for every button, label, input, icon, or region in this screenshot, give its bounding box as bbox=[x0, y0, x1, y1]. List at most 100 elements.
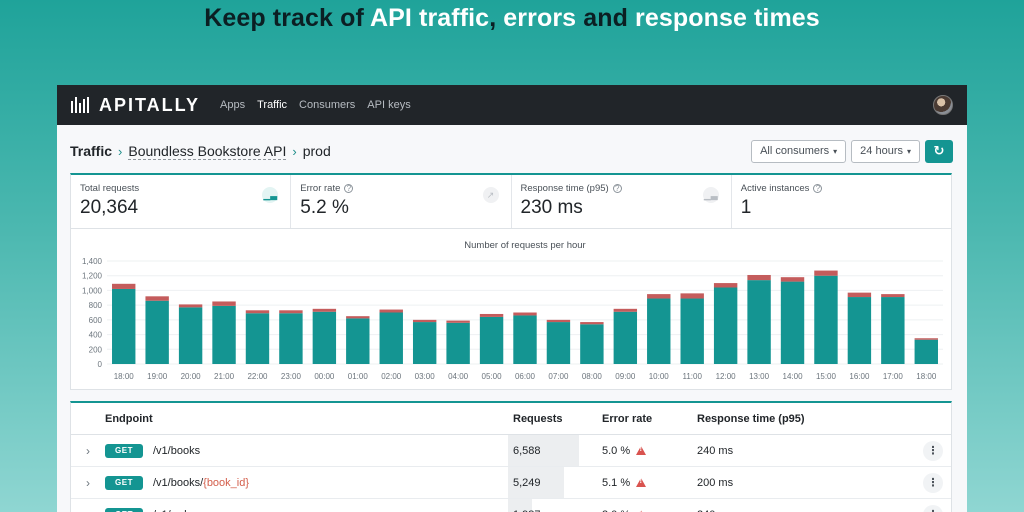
caret-down-icon: ▾ bbox=[833, 146, 838, 156]
hero-text-3: and bbox=[576, 4, 635, 32]
bar-success bbox=[145, 300, 169, 364]
endpoint-path: /v1/books bbox=[153, 445, 200, 457]
col-endpoint[interactable]: Endpoint bbox=[105, 412, 153, 425]
table-row[interactable]: › GET/v1/books 6,588 5.0 % 240 ms ⋮ bbox=[71, 435, 951, 467]
endpoint-cell: GET/v1/orders bbox=[105, 507, 508, 512]
bar-error bbox=[747, 274, 771, 281]
bar-success bbox=[379, 312, 403, 364]
error-rate-value: 5.0 % bbox=[602, 444, 631, 457]
x-tick-label: 13:00 bbox=[749, 372, 770, 381]
breadcrumb: Traffic › Boundless Bookstore API › prod bbox=[70, 143, 331, 160]
brand-name: APITALLY bbox=[99, 94, 201, 115]
endpoint-cell: GET/v1/books/{book_id} bbox=[105, 475, 508, 490]
more-options-icon[interactable]: ⋮ bbox=[923, 472, 943, 493]
method-badge: GET bbox=[105, 443, 143, 458]
x-tick-label: 09:00 bbox=[615, 372, 636, 381]
nav-link-apps[interactable]: Apps bbox=[220, 99, 246, 111]
metric-error-rate: Error rate? 5.2 % ↗ bbox=[291, 175, 512, 228]
metric-value: 1 bbox=[740, 197, 752, 218]
bar-success bbox=[847, 297, 872, 364]
y-tick-label: 1,000 bbox=[82, 286, 103, 295]
bar-success bbox=[245, 313, 270, 364]
bar-error bbox=[814, 270, 838, 276]
chart-title: Number of requests per hour bbox=[464, 240, 585, 251]
line-chart-icon[interactable]: ↗ bbox=[482, 187, 499, 203]
bar-error bbox=[881, 294, 905, 298]
endpoint-path: /v1/books/{book_id} bbox=[153, 477, 249, 489]
nav-link-consumers[interactable]: Consumers bbox=[299, 99, 356, 111]
bar-error bbox=[212, 301, 236, 306]
error-rate-value: 5.1 % bbox=[602, 476, 631, 489]
y-tick-label: 800 bbox=[89, 301, 103, 310]
method-badge: GET bbox=[105, 475, 143, 490]
more-options-icon[interactable]: ⋮ bbox=[923, 504, 943, 512]
x-tick-label: 18:00 bbox=[916, 372, 937, 381]
y-tick-label: 0 bbox=[98, 360, 103, 369]
warning-icon bbox=[636, 510, 647, 512]
bar-error bbox=[312, 308, 337, 312]
table-row[interactable]: › GET/v1/books/{book_id} 5,249 5.1 % 200 ms ⋮ bbox=[71, 467, 951, 499]
endpoints-table: Endpoint Requests Error rate Response ti… bbox=[70, 401, 952, 512]
bar-error bbox=[613, 308, 638, 312]
bar-success bbox=[713, 287, 738, 364]
endpoint-path-base: /v1/books/ bbox=[153, 476, 204, 489]
bar-error bbox=[580, 322, 604, 325]
help-icon[interactable]: ? bbox=[344, 184, 354, 193]
metric-active-instances: Active instances? 1 bbox=[732, 175, 951, 228]
col-error-rate[interactable]: Error rate bbox=[602, 412, 653, 425]
expand-chevron-icon[interactable]: › bbox=[86, 443, 90, 458]
bar-error bbox=[513, 312, 537, 316]
hero-highlight-errors: errors bbox=[503, 4, 577, 32]
method-badge: GET bbox=[105, 507, 143, 512]
requests-value: 6,588 bbox=[513, 444, 541, 457]
table-row[interactable]: ›GET/v1/orders 1,987 3.0 % 240 ms ⋮ bbox=[71, 499, 951, 512]
breadcrumb-api[interactable]: Boundless Bookstore API bbox=[128, 142, 287, 160]
x-tick-label: 05:00 bbox=[482, 372, 503, 381]
bar-success bbox=[279, 313, 303, 364]
bar-error bbox=[647, 294, 671, 299]
filters: All consumers ▾ 24 hours ▾ ↻ bbox=[751, 139, 953, 163]
caret-down-icon: ▾ bbox=[906, 146, 911, 156]
period-dropdown[interactable]: 24 hours ▾ bbox=[851, 139, 920, 163]
bar-success bbox=[780, 281, 805, 364]
bar-chart-icon[interactable]: ▁▃ bbox=[702, 187, 719, 203]
bar-error bbox=[178, 304, 203, 308]
bar-success bbox=[747, 280, 771, 364]
refresh-button[interactable]: ↻ bbox=[925, 139, 953, 163]
x-tick-label: 07:00 bbox=[548, 372, 569, 381]
metric-value: 20,364 bbox=[80, 197, 139, 218]
brand[interactable]: APITALLY bbox=[71, 95, 200, 116]
avatar[interactable] bbox=[933, 95, 953, 115]
x-tick-label: 15:00 bbox=[816, 372, 837, 381]
metric-response-time: Response time (p95)? 230 ms ▁▃ bbox=[512, 175, 732, 228]
bar-error bbox=[847, 292, 872, 298]
breadcrumb-env: prod bbox=[302, 143, 331, 159]
consumers-dropdown[interactable]: All consumers ▾ bbox=[751, 139, 847, 163]
nav-link-api-keys[interactable]: API keys bbox=[367, 99, 411, 111]
requests-value: 5,249 bbox=[513, 476, 541, 489]
bar-error bbox=[245, 310, 270, 314]
hero-headline: Keep track of API traffic, errors and re… bbox=[0, 4, 1024, 33]
bar-error bbox=[713, 283, 738, 288]
y-tick-label: 1,400 bbox=[82, 257, 103, 266]
help-icon[interactable]: ? bbox=[813, 184, 823, 193]
x-tick-label: 00:00 bbox=[314, 372, 335, 381]
x-tick-label: 08:00 bbox=[582, 372, 603, 381]
metric-label: Response time (p95) bbox=[520, 183, 609, 194]
expand-chevron-icon[interactable]: › bbox=[86, 475, 90, 490]
metric-value: 230 ms bbox=[520, 197, 583, 218]
bar-chart-icon[interactable]: ▁▃ bbox=[262, 187, 279, 203]
error-rate-value: 3.0 % bbox=[602, 509, 630, 512]
help-icon[interactable]: ? bbox=[612, 184, 622, 193]
nav-link-traffic[interactable]: Traffic bbox=[257, 99, 288, 111]
bar-success bbox=[212, 305, 236, 364]
col-response-time[interactable]: Response time (p95) bbox=[697, 412, 805, 425]
bar-success bbox=[446, 322, 470, 364]
col-requests[interactable]: Requests bbox=[513, 412, 563, 425]
more-options-icon[interactable]: ⋮ bbox=[923, 440, 943, 461]
endpoint-cell: GET/v1/books bbox=[105, 443, 508, 458]
expand-chevron-icon[interactable]: › bbox=[71, 508, 105, 512]
metrics-row: Total requests 20,364 ▁▃ Error rate? 5.2… bbox=[70, 173, 952, 229]
x-tick-label: 21:00 bbox=[214, 372, 235, 381]
